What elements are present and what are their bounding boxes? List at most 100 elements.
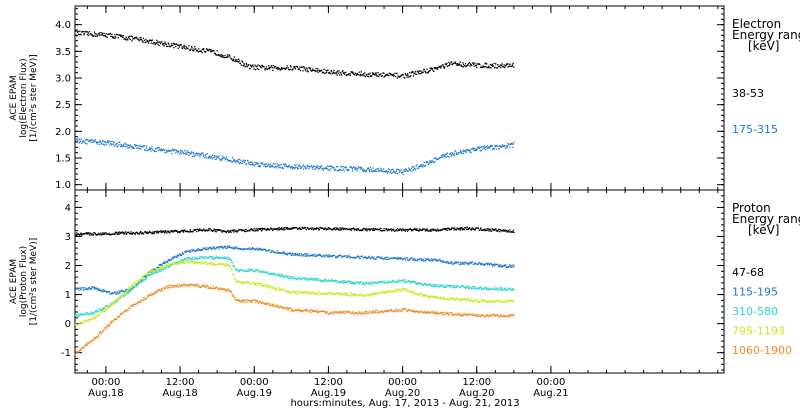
data-point — [323, 310, 325, 313]
data-point — [347, 170, 349, 172]
data-point — [182, 285, 184, 287]
data-point — [148, 275, 150, 277]
data-point — [406, 170, 408, 172]
data-point — [469, 287, 472, 289]
data-point — [137, 279, 139, 281]
data-point — [284, 252, 286, 254]
data-point — [380, 170, 383, 172]
data-point — [402, 289, 405, 292]
data-point — [278, 289, 280, 292]
data-point — [112, 303, 115, 306]
data-point — [124, 38, 126, 40]
data-point — [377, 281, 379, 283]
data-point — [77, 30, 79, 33]
data-point — [232, 60, 234, 62]
data-point — [276, 229, 278, 231]
data-point — [429, 295, 431, 297]
data-point — [245, 65, 247, 68]
data-point — [276, 67, 278, 70]
data-point — [202, 155, 205, 157]
data-point — [155, 270, 158, 272]
data-point — [262, 228, 264, 231]
data-point — [210, 230, 213, 232]
data-point — [462, 66, 464, 68]
data-point — [405, 228, 408, 231]
data-point — [233, 231, 235, 233]
data-point — [173, 255, 175, 258]
data-point — [166, 285, 168, 287]
data-point — [266, 228, 268, 231]
data-point — [149, 271, 151, 273]
data-point — [161, 230, 163, 232]
data-point — [102, 140, 104, 142]
data-point — [81, 31, 84, 33]
data-point — [307, 291, 310, 293]
data-point — [215, 158, 218, 160]
data-point — [509, 231, 512, 233]
data-point — [248, 229, 251, 231]
data-point — [296, 310, 298, 312]
data-point — [153, 231, 155, 233]
data-point — [94, 139, 96, 141]
data-point — [151, 292, 153, 294]
data-point — [251, 164, 253, 166]
data-point — [199, 228, 201, 230]
data-point — [247, 247, 250, 250]
data-point — [332, 227, 335, 230]
data-point — [421, 283, 424, 285]
data-point — [148, 230, 151, 232]
data-point — [482, 229, 485, 231]
data-point — [377, 228, 379, 231]
data-point — [286, 275, 288, 277]
data-point — [236, 268, 239, 270]
data-point — [79, 323, 81, 325]
data-point — [252, 282, 255, 284]
data-point — [154, 230, 156, 233]
data-point — [259, 282, 261, 285]
data-point — [194, 48, 196, 50]
data-point — [86, 288, 89, 291]
data-point — [223, 257, 226, 260]
data-point — [104, 310, 106, 313]
data-point — [422, 284, 424, 286]
data-point — [509, 300, 511, 302]
data-point — [455, 262, 457, 264]
data-point — [484, 228, 486, 231]
data-point — [119, 315, 121, 317]
data-point — [439, 156, 441, 159]
data-point — [143, 274, 145, 276]
data-point — [434, 258, 436, 260]
data-point — [449, 152, 452, 154]
data-point — [359, 293, 361, 295]
data-point — [325, 254, 327, 256]
data-point — [416, 70, 419, 72]
data-point — [368, 170, 371, 173]
data-point — [219, 55, 222, 57]
data-point — [497, 264, 499, 266]
data-point — [443, 296, 445, 298]
data-point — [224, 245, 226, 248]
data-point — [92, 35, 94, 37]
data-point — [161, 41, 163, 43]
data-point — [111, 302, 113, 304]
data-point — [298, 308, 300, 310]
data-point — [123, 295, 126, 297]
data-point — [502, 289, 504, 291]
data-point — [371, 75, 373, 77]
data-point — [490, 146, 492, 148]
data-point — [194, 258, 197, 260]
data-point — [406, 228, 408, 231]
data-point — [413, 280, 416, 283]
data-point — [381, 168, 383, 170]
data-point — [446, 260, 448, 263]
data-point — [304, 309, 306, 311]
data-point — [433, 259, 435, 261]
data-point — [512, 300, 514, 303]
data-point — [79, 141, 81, 143]
data-point — [332, 255, 334, 257]
data-point — [136, 303, 138, 305]
data-point — [105, 326, 108, 328]
data-point — [233, 160, 236, 162]
data-point — [419, 293, 421, 295]
data-point — [421, 258, 423, 261]
